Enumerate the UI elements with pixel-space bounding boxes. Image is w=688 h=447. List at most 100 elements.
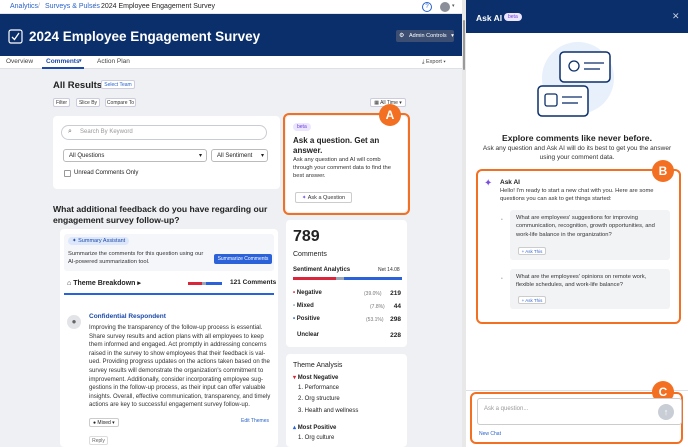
mixed-pct: (7.8%): [370, 304, 385, 310]
chat-illustration-icon: [537, 42, 614, 117]
ask-ai-header: Ask AI beta ✕: [466, 0, 688, 33]
summary-text: Summarize the comments for this question…: [68, 251, 204, 265]
avatar[interactable]: [440, 2, 450, 12]
theme-analysis-title: Theme Analysis: [293, 362, 343, 369]
theme-analysis-card: Theme Analysis ▾ Most Negative 1. Perfor…: [286, 354, 407, 447]
admin-controls-label: Admin Controls: [409, 33, 447, 39]
negative-theme-1[interactable]: 1. Performance: [298, 385, 340, 391]
net-score: Net 14.08: [378, 267, 400, 273]
chevron-down-icon[interactable]: ▾: [452, 3, 455, 9]
reply-button[interactable]: Reply: [89, 436, 108, 445]
tab-action-plan[interactable]: Action Plan: [97, 58, 130, 65]
filter-button[interactable]: Filter: [53, 98, 70, 107]
theme-bar: [188, 282, 222, 285]
calendar-icon: ▦: [374, 100, 381, 106]
compare-to-button[interactable]: Compare To: [105, 98, 136, 107]
tab-overview[interactable]: Overview: [6, 58, 34, 65]
summary-assistant: ✦ Summary Assistant Summarize the commen…: [64, 234, 274, 271]
scrollbar-thumb[interactable]: [463, 20, 465, 70]
mixed-label-text: Mixed: [296, 303, 314, 309]
unclear-label: Unclear: [297, 332, 320, 338]
unread-checkbox[interactable]: [64, 170, 71, 177]
sentiment-tag[interactable]: ● Mixed ▾: [89, 418, 119, 427]
chevron-down-icon: ▾: [260, 153, 264, 159]
negative-pct: (39.0%): [364, 291, 382, 297]
ai-name: Ask AI: [500, 179, 520, 186]
highlight-box-a: [283, 113, 410, 215]
suggestion-1-text: What are employees' suggestions for impr…: [516, 215, 655, 238]
summarize-comments-button[interactable]: Summarize Comments: [214, 254, 272, 264]
theme-breakdown-label: Theme Breakdown: [73, 280, 136, 287]
ask-question-button[interactable]: ✦ Ask a Question: [295, 192, 352, 203]
breadcrumb-analytics[interactable]: Analytics: [10, 3, 39, 10]
user-icon: ●: [67, 315, 81, 329]
sparkle-icon: ✦: [301, 195, 308, 201]
new-chat-link[interactable]: New Chat: [479, 431, 501, 437]
sentiment-bar-mixed: [336, 277, 344, 280]
mixed-count: 44: [393, 303, 401, 310]
active-tab-indicator: [42, 67, 84, 69]
export-button[interactable]: ⤓ Export ▾: [422, 59, 446, 65]
search-filter-card: ⌕ Search By Keyword All Questions ▾ All S…: [53, 116, 280, 189]
comments-card: ✦ Summary Assistant Summarize the commen…: [60, 229, 278, 447]
chevron-down-icon: ▾: [198, 153, 202, 159]
theme-breakdown-toggle[interactable]: ⌂ Theme Breakdown ▸: [67, 280, 141, 287]
explore-text: Ask any question and Ask AI will do its …: [482, 145, 672, 161]
edit-themes-link[interactable]: Edit Themes: [241, 418, 269, 424]
summary-assistant-badge: ✦ Summary Assistant: [68, 237, 130, 245]
export-label: Export: [425, 59, 442, 65]
ask-question-card: beta Ask a question. Get an answer. Ask …: [286, 116, 407, 212]
survey-icon: [8, 29, 23, 44]
negative-theme-2[interactable]: 2. Org structure: [298, 396, 340, 402]
search-placeholder: Search By Keyword: [80, 129, 133, 135]
chevron-down-icon: ▾: [79, 58, 82, 64]
negative-theme-3[interactable]: 3. Health and wellness: [298, 408, 359, 414]
questions-select[interactable]: All Questions ▾: [63, 149, 207, 162]
ask-card-text: Ask any question and AI will comb throug…: [293, 157, 391, 179]
positive-theme-1[interactable]: 1. Org culture: [298, 435, 335, 441]
sparkle-icon: ✦: [484, 178, 493, 189]
chevron-down-icon: ▾: [451, 33, 454, 39]
bullet: •: [501, 276, 503, 282]
ask-card-title: Ask a question. Get an answer.: [293, 136, 380, 155]
sentiment-select[interactable]: All Sentiment ▾: [211, 149, 268, 162]
questions-select-value: All Questions: [69, 153, 105, 159]
positive-label: • Positive: [293, 316, 320, 322]
ask-this-button[interactable]: + Ask This: [518, 247, 546, 255]
question-heading: What additional feedback do you have reg…: [53, 204, 268, 225]
divider: [64, 293, 274, 295]
admin-controls-button[interactable]: ⚙ Admin Controls ▾: [396, 30, 454, 42]
suggestion-2-text: What are the employees' opinions on remo…: [516, 274, 647, 289]
highlight-box-c: [470, 392, 683, 444]
arrow-up-icon: ▴: [293, 425, 298, 431]
page-title: 2024 Employee Engagement Survey: [29, 29, 261, 44]
search-icon: ⌕: [68, 128, 72, 135]
send-icon[interactable]: ↑: [658, 404, 674, 420]
select-team-button[interactable]: Select Team: [101, 80, 135, 89]
help-icon[interactable]: ?: [422, 2, 432, 12]
most-positive-label: ▴ Most Positive: [293, 424, 336, 431]
positive-label-text: Positive: [296, 316, 320, 322]
breadcrumb-separator: /: [94, 3, 96, 10]
sentiment-tag-label: Mixed: [97, 420, 111, 426]
ask-this-button[interactable]: + Ask This: [518, 296, 546, 304]
mixed-label: • Mixed: [293, 303, 314, 309]
beta-badge: beta: [293, 123, 311, 131]
stats-card: 789 Comments Sentiment Analytics Net 14.…: [286, 220, 407, 347]
search-input[interactable]: ⌕ Search By Keyword: [61, 125, 267, 140]
unclear-count: 228: [390, 332, 401, 339]
callout-b: B: [652, 160, 674, 182]
ask-question-label: Ask a Question: [307, 195, 346, 201]
close-icon[interactable]: ✕: [672, 11, 680, 21]
most-negative-text: Most Negative: [297, 375, 339, 381]
slice-by-button[interactable]: Slice By: [76, 98, 100, 107]
callout-c: C: [652, 381, 674, 403]
ask-input[interactable]: Ask a question... ↑: [477, 398, 682, 425]
scrollbar[interactable]: [462, 0, 466, 447]
total-comments: 789: [293, 228, 320, 245]
negative-label: • Negative: [293, 290, 322, 296]
beta-badge: beta: [504, 13, 522, 21]
tab-comments[interactable]: Comments: [46, 58, 80, 65]
breadcrumb-surveys[interactable]: Surveys & Pulses: [45, 3, 100, 10]
most-positive-text: Most Positive: [297, 425, 337, 431]
